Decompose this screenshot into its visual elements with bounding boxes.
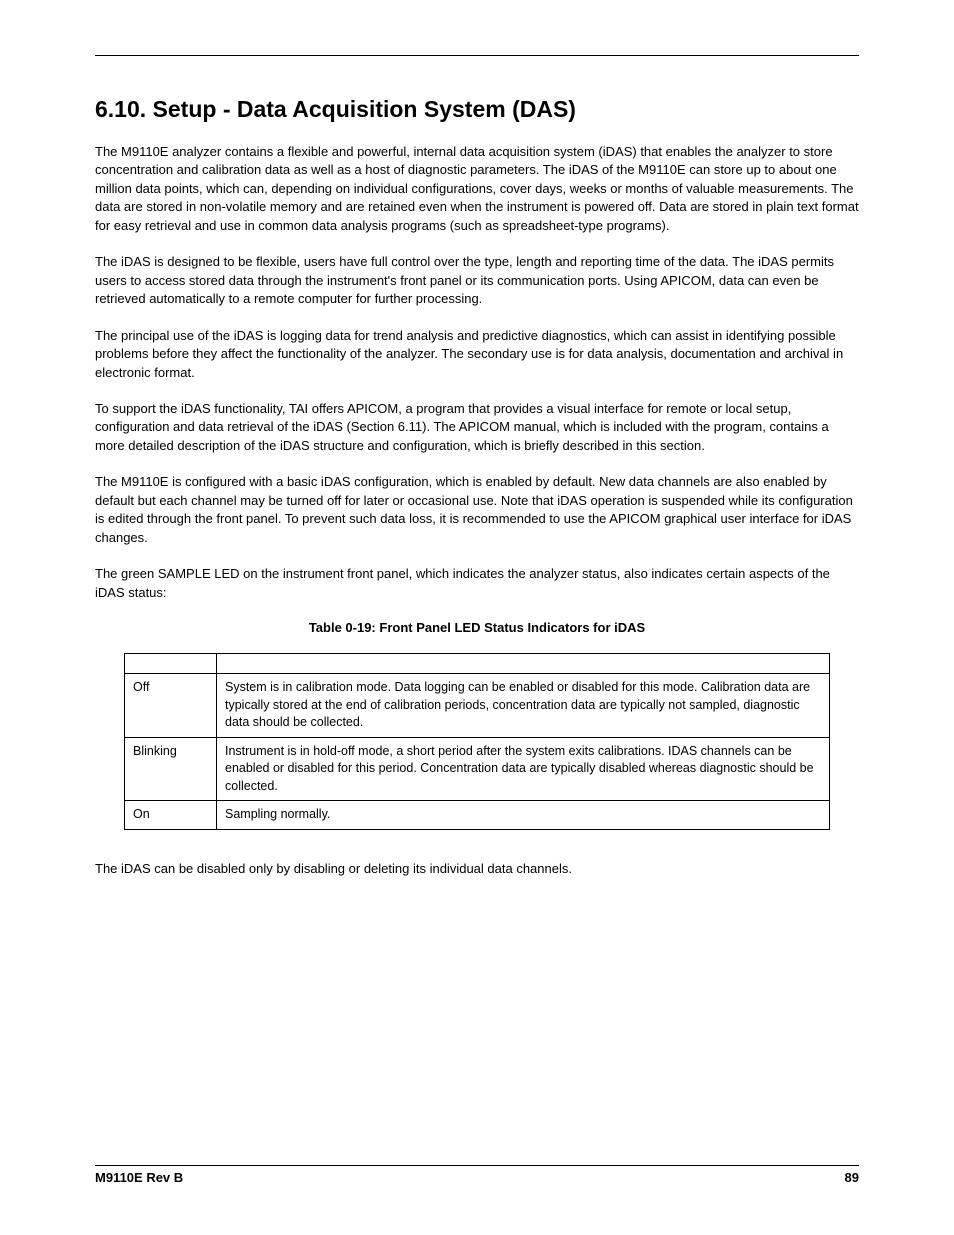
page-footer: M9110E Rev B 89 [95,1165,859,1185]
led-status-table: Off System is in calibration mode. Data … [124,653,830,830]
table-row: On Sampling normally. [125,801,830,830]
table-row: Blinking Instrument is in hold-off mode,… [125,737,830,801]
paragraph-5: The M9110E is configured with a basic iD… [95,473,859,547]
page-content: 6.10. Setup - Data Acquisition System (D… [95,55,859,878]
table-title: Table 0-19: Front Panel LED Status Indic… [95,620,859,635]
top-rule [95,55,859,56]
table-row: Off System is in calibration mode. Data … [125,674,830,738]
footer-left: M9110E Rev B [95,1170,183,1185]
table-cell: Instrument is in hold-off mode, a short … [217,737,830,801]
table-cell: System is in calibration mode. Data logg… [217,674,830,738]
paragraph-6: The green SAMPLE LED on the instrument f… [95,565,859,602]
footer-right: 89 [845,1170,859,1185]
table-cell: Sampling normally. [217,801,830,830]
table-cell: Off [125,674,217,738]
table-cell [217,654,830,674]
table-cell [125,654,217,674]
paragraph-7: The iDAS can be disabled only by disabli… [95,860,859,878]
section-heading: 6.10. Setup - Data Acquisition System (D… [95,96,859,123]
paragraph-1: The M9110E analyzer contains a flexible … [95,143,859,235]
table-row [125,654,830,674]
table-cell: Blinking [125,737,217,801]
table-cell: On [125,801,217,830]
paragraph-4: To support the iDAS functionality, TAI o… [95,400,859,455]
paragraph-2: The iDAS is designed to be flexible, use… [95,253,859,308]
paragraph-3: The principal use of the iDAS is logging… [95,327,859,382]
